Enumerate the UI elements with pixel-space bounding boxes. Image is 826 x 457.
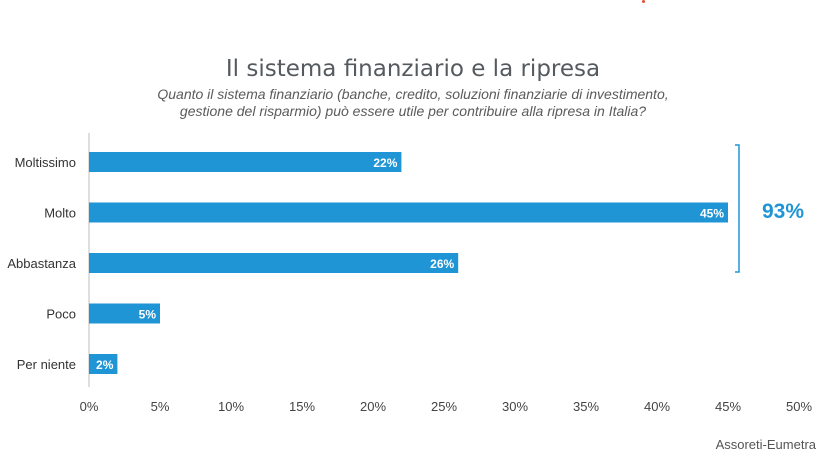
- bar-3: [89, 303, 160, 324]
- x-tick-label-2: 10%: [218, 399, 244, 414]
- x-tick-label-4: 20%: [360, 399, 386, 414]
- x-tick-label-1: 5%: [151, 399, 170, 414]
- x-tick-label-8: 40%: [644, 399, 670, 414]
- bracket-total-label: 93%: [762, 200, 804, 223]
- category-label-3: Poco: [46, 307, 76, 322]
- x-tick-label-9: 45%: [715, 399, 741, 414]
- value-label-0: 22%: [373, 156, 397, 170]
- x-tick-label-7: 35%: [573, 399, 599, 414]
- category-label-0: Moltissimo: [15, 155, 76, 170]
- x-tick-label-6: 30%: [502, 399, 528, 414]
- chart-subtitle: Quanto il sistema finanziario (banche, c…: [0, 86, 826, 120]
- subtitle-line-2: gestione del risparmio) può essere utile…: [179, 103, 647, 119]
- category-label-1: Molto: [44, 206, 76, 221]
- value-label-2: 26%: [430, 257, 454, 271]
- bar-4: [89, 354, 118, 374]
- bar-0: [89, 152, 402, 172]
- x-tick-label-3: 15%: [289, 399, 315, 414]
- bar-2: [89, 253, 459, 273]
- category-label-2: Abbastanza: [7, 256, 76, 271]
- category-label-4: Per niente: [17, 357, 76, 372]
- bracket-line: [735, 144, 740, 273]
- decorative-red-dot: [642, 0, 645, 3]
- x-tick-label-5: 25%: [431, 399, 457, 414]
- x-tick-label-0: 0%: [80, 399, 99, 414]
- x-tick-label-10: 50%: [786, 399, 812, 414]
- value-label-3: 5%: [139, 308, 157, 322]
- source-label: Assoreti-Eumetra: [715, 437, 816, 452]
- subtitle-line-1: Quanto il sistema finanziario (banche, c…: [157, 86, 669, 102]
- value-label-1: 45%: [700, 207, 724, 221]
- chart-title: Il sistema finanziario e la ripresa: [225, 56, 601, 82]
- bar-1: [89, 202, 728, 223]
- value-label-4: 2%: [96, 358, 114, 372]
